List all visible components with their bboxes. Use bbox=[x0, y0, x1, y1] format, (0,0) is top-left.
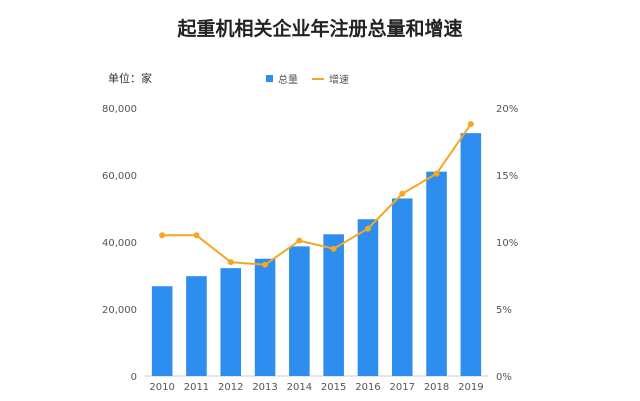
legend-bar-swatch bbox=[266, 75, 273, 82]
growth-point-2014[interactable] bbox=[296, 237, 303, 244]
y-left-tick-label: 60,000 bbox=[102, 171, 137, 182]
growth-point-2017[interactable] bbox=[399, 190, 406, 197]
x-tick-label: 2013 bbox=[252, 382, 277, 393]
bar-2015[interactable] bbox=[323, 234, 344, 376]
x-tick-label: 2016 bbox=[355, 382, 380, 393]
legend-item-growth[interactable]: 增速 bbox=[312, 71, 349, 86]
legend: 总量 增速 bbox=[266, 71, 363, 86]
growth-line bbox=[162, 123, 472, 266]
x-tick-label: 2015 bbox=[321, 382, 346, 393]
bar-2011[interactable] bbox=[186, 276, 207, 376]
y-right-tick-label: 15% bbox=[496, 171, 518, 182]
growth-point-2011[interactable] bbox=[193, 232, 200, 239]
x-tick-label: 2010 bbox=[149, 382, 174, 393]
y-left-tick-label: 40,000 bbox=[102, 238, 137, 249]
growth-point-2013[interactable] bbox=[262, 261, 269, 268]
growth-point-2012[interactable] bbox=[227, 259, 234, 266]
y-right-tick-label: 5% bbox=[496, 305, 512, 316]
legend-item-total[interactable]: 总量 bbox=[266, 71, 298, 86]
bar-2016[interactable] bbox=[357, 219, 379, 376]
legend-label-total: 总量 bbox=[278, 75, 298, 86]
x-tick-label: 2017 bbox=[390, 382, 415, 393]
legend-label-growth: 增速 bbox=[329, 75, 349, 86]
growth-point-2019[interactable] bbox=[467, 121, 474, 128]
x-tick-label: 2012 bbox=[218, 382, 243, 393]
y-right-tick-label: 0% bbox=[496, 372, 512, 383]
x-tick-label: 2011 bbox=[184, 382, 209, 393]
bar-2019[interactable] bbox=[460, 133, 482, 376]
legend-line-swatch bbox=[312, 77, 324, 80]
y-right-tick-label: 10% bbox=[496, 238, 518, 249]
x-tick-label: 2019 bbox=[458, 382, 483, 393]
y-left-tick-label: 0 bbox=[131, 372, 137, 383]
unit-label: 单位：家 bbox=[108, 72, 152, 85]
y-left-tick-label: 20,000 bbox=[102, 305, 137, 316]
bar-2013[interactable] bbox=[254, 258, 276, 376]
growth-point-2010[interactable] bbox=[159, 232, 166, 239]
bar-2014[interactable] bbox=[289, 246, 310, 376]
growth-point-2016[interactable] bbox=[364, 225, 371, 232]
chart-title: 起重机相关企业年注册总量和增速 bbox=[177, 18, 463, 40]
y-left-tick-label: 80,000 bbox=[102, 104, 137, 115]
bar-2018[interactable] bbox=[426, 171, 447, 376]
bar-2017[interactable] bbox=[391, 198, 413, 376]
x-tick-label: 2018 bbox=[424, 382, 449, 393]
growth-point-2018[interactable] bbox=[433, 170, 440, 177]
x-tick-label: 2014 bbox=[287, 382, 312, 393]
growth-point-2015[interactable] bbox=[330, 245, 337, 252]
y-right-tick-label: 20% bbox=[496, 104, 518, 115]
bar-2010[interactable] bbox=[151, 286, 173, 376]
bar-2012[interactable] bbox=[220, 268, 242, 376]
